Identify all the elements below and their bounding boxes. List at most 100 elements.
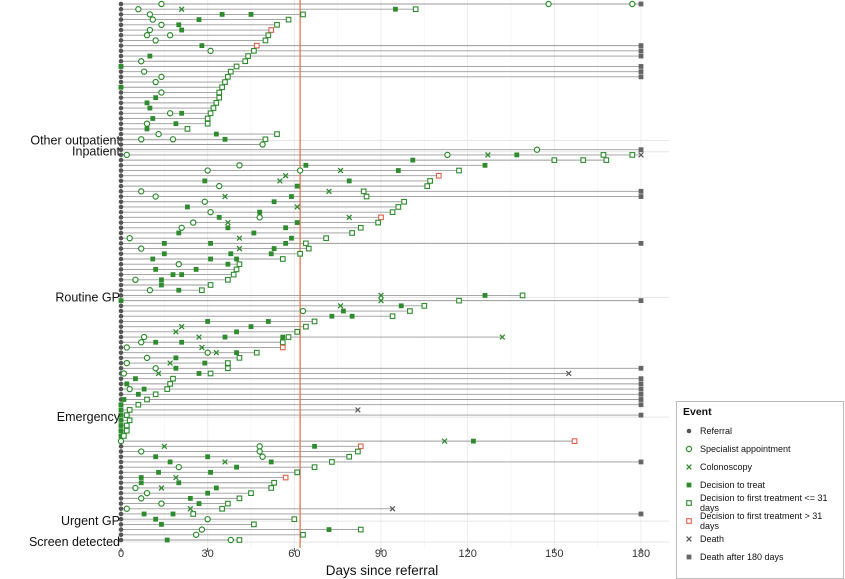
decision-point [225,225,231,231]
treat-le31-point [204,120,211,127]
referral-point [118,480,124,486]
referral-point [118,449,124,454]
referral-point [118,532,124,538]
treat-le31-point [323,235,329,242]
decision-point [135,391,141,397]
treat-le31-point [170,375,176,382]
colonoscopy-point [225,219,231,226]
specialist-point [140,333,148,341]
referral-point [118,251,124,257]
specialist-point [123,359,130,367]
decision-point [312,443,317,449]
specialist-point [138,58,145,65]
decision-point [118,84,124,90]
specialist-icon [685,445,693,453]
decision-point [283,225,289,231]
decision-point [346,178,352,184]
decision-point [176,287,182,293]
treat-gt31-point [357,443,364,450]
treat-le31-point [300,531,306,538]
decision-point [173,355,179,361]
treat-le31-point [184,126,191,132]
referral-point [118,267,124,272]
colonoscopy-point [294,204,301,210]
colonoscopy-point [178,323,185,330]
referral-point [118,126,124,132]
referral-icon [686,428,692,434]
referral-point [118,272,124,277]
referral-point [118,365,124,371]
decision-point [167,459,173,465]
treat-le31-point [274,131,280,137]
death180-point [638,412,644,418]
group-label: Urgent GP [61,514,120,528]
referral-point [118,27,124,33]
decision-point [187,495,193,501]
treat-gt31-point [268,27,275,33]
colonoscopy-point [282,172,289,179]
treat-le31-point [152,391,159,398]
decision-point [164,537,170,543]
treat-le31-point [121,433,127,439]
specialist-symbol [685,445,693,453]
decision-point [268,459,274,465]
colonoscopy-point [213,349,220,356]
decision-point [349,313,355,319]
treat-le31-point [265,32,272,39]
decision-point [222,136,228,142]
decision-point [234,329,239,335]
treat-le31-point [279,256,286,262]
decision-point [179,110,185,116]
decision-point [248,12,254,17]
treat-le31-point [519,292,526,299]
treat-le31-point [204,115,211,122]
specialist-point [158,21,165,29]
referral-point [118,282,124,288]
decision-point [329,313,335,319]
decision-symbol [686,482,692,488]
treat-le31-point [251,47,257,54]
referral-point [118,256,124,262]
specialist-point [198,526,206,533]
decision-point [482,162,488,168]
referral-point [118,303,124,309]
treat-le31-point [375,219,381,226]
referral-point [118,168,124,173]
referral-point [118,157,124,163]
treat-le31-point [311,464,318,470]
decision-point [173,121,179,127]
specialist-point [132,276,139,284]
death180-point [638,298,644,304]
specialist-point [138,495,145,502]
x-tick-label: 90 [375,548,387,560]
treat-le31-point [216,94,223,101]
decision-point [303,162,309,168]
treat-le31-point [207,370,214,377]
treat-gt31-point [571,438,578,444]
legend-label: Decision to first treatment <= 31 days [700,493,828,513]
referral-point [118,137,124,142]
specialist-point [126,385,133,393]
treat-le31-point [294,328,301,335]
treat-gt31-point [435,172,442,179]
legend-item-death180: Death after 180 days [683,548,837,566]
treat-le31-point [412,6,419,13]
colonoscopy-point [485,152,491,158]
decision-point [248,324,254,330]
specialist-point [138,188,145,195]
death180-point [638,391,644,397]
specialist-point [533,146,541,153]
treat-le31-point [222,79,228,85]
referral-point [118,464,124,470]
decision-point [471,438,476,444]
specialist-point [158,500,165,507]
treat-le31-point [297,250,303,257]
decision-point [176,230,182,236]
specialist-point [204,167,211,174]
specialist-point [227,536,234,544]
decision-point [482,293,488,298]
death180-symbol [686,554,692,560]
decision-point [294,220,300,225]
referral-point [118,53,124,59]
death-point [565,370,572,377]
